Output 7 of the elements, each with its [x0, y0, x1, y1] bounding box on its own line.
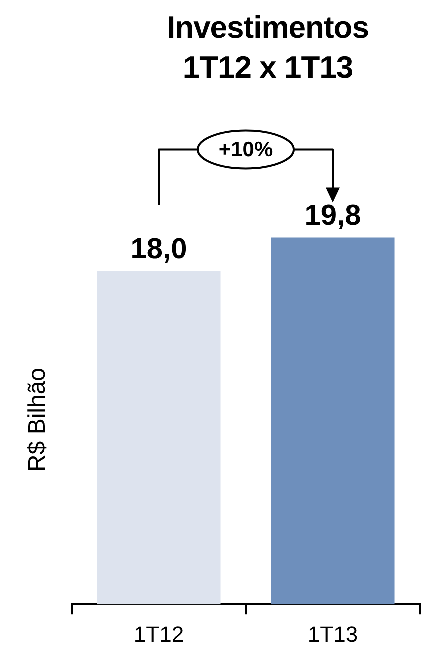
data-label: 18,0 [130, 234, 188, 266]
chart-title: Investimentos 1T12 x 1T13 [166, 9, 370, 87]
y-axis-title: R$ Bilhão [24, 368, 52, 472]
x-tick-label: 1T12 [134, 622, 184, 647]
text: +10% [218, 138, 274, 162]
data-label: 19,8 [304, 200, 362, 232]
x-tick-label: 1T13 [308, 622, 358, 647]
